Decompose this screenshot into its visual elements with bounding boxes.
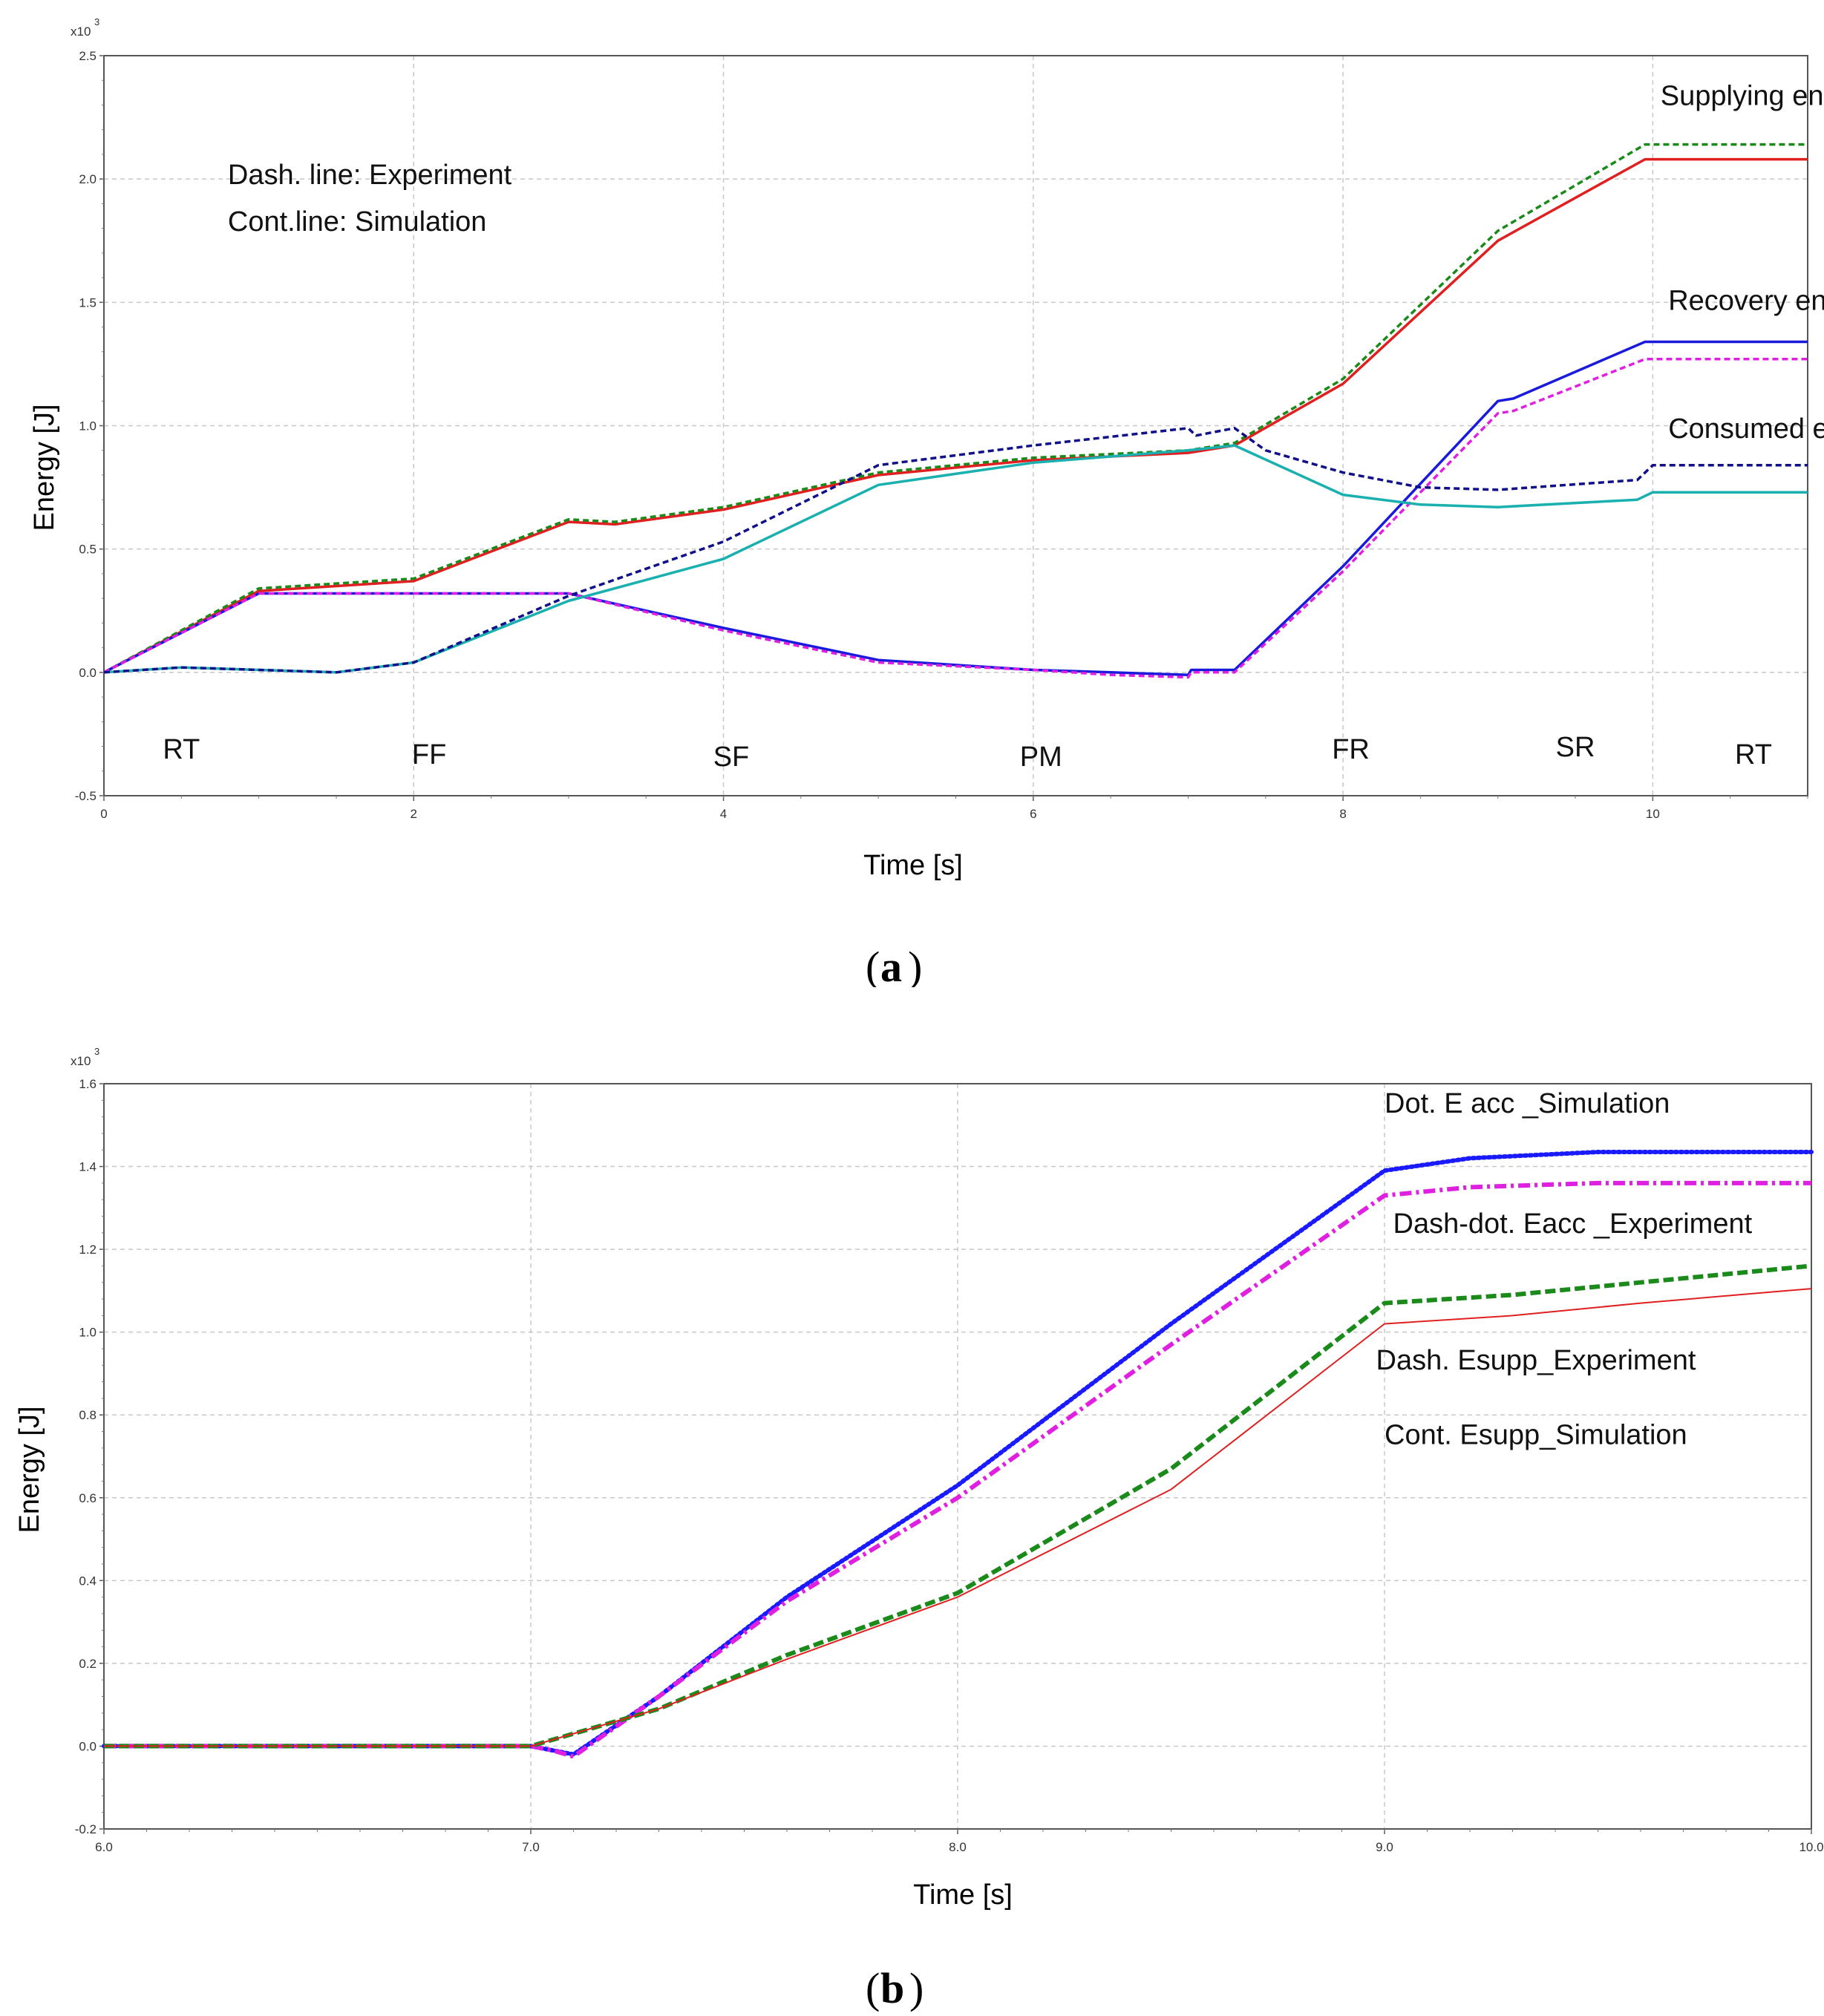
svg-text:(: (: [866, 943, 880, 987]
y-tick-label: 1.5: [79, 295, 97, 310]
y-tick-label: 1.6: [79, 1077, 97, 1091]
svg-text:(: (: [866, 1964, 880, 2012]
y-axis-title-b: Energy [J]: [14, 1406, 45, 1533]
x-axis-title-b: Time [s]: [913, 1879, 1013, 1911]
y-tick-label: 0.6: [79, 1491, 97, 1505]
x-tick-label: 8.0: [949, 1840, 967, 1854]
annotation-a: Cont.line: Simulation: [228, 206, 487, 238]
x-tick-label: 6.0: [95, 1840, 113, 1854]
panel-label-b-letter: b: [880, 1964, 904, 2012]
annotations-b: Dot. E acc _Simulation Dash-dot. Eacc _Ex…: [1376, 1088, 1753, 1450]
series-line-a-2: [103, 340, 1808, 676]
phase-label: PM: [1020, 742, 1062, 773]
y-multiplier-a: x10: [71, 24, 91, 39]
phase-label: RT: [1735, 739, 1772, 770]
x-axis-title-a: Time [s]: [863, 850, 963, 881]
series-line-a-3: [103, 358, 1808, 679]
phase-label: FR: [1332, 734, 1370, 765]
chart-b: -0.2 0.0 0.2 0.4 0.6 0.8 1.0 1.2 1.4 1.6 6.0 7.0 8.0…: [14, 1046, 1824, 2012]
x-tick-label: 2: [411, 807, 417, 821]
panel-label-a: ( a ): [866, 943, 922, 987]
x-tick-label: 6: [1030, 807, 1036, 821]
x-tick-label: 4: [720, 807, 727, 821]
y-tick-label: 0.0: [79, 666, 97, 680]
panel-label-a-letter: a: [880, 943, 902, 987]
series-line-b-3: [104, 1288, 1812, 1747]
y-tick-label: -0.5: [75, 789, 97, 803]
panel-b: -0.2 0.0 0.2 0.4 0.6 0.8 1.0 1.2 1.4 1.6 6.0 7.0 8.0…: [0, 1024, 1824, 2016]
y-multiplier-exp-a: 3: [94, 16, 99, 27]
y-tick-label: -0.2: [75, 1822, 97, 1836]
annotation-a: Recovery energy: [1668, 285, 1824, 316]
x-tick-label: 10.0: [1799, 1840, 1823, 1854]
phase-label: SR: [1556, 732, 1595, 763]
y-tick-label: 2.5: [79, 49, 97, 63]
y-tick-label: 0.4: [79, 1574, 97, 1588]
y-tick-label: 1.0: [79, 419, 97, 433]
series-line-a-0: [103, 157, 1808, 674]
x-tick-label: 9.0: [1376, 1840, 1393, 1854]
y-tick-label: 1.0: [79, 1326, 97, 1340]
phase-label: FF: [412, 739, 446, 770]
y-tick-label: 2.0: [79, 172, 97, 186]
x-tick-label: 10: [1646, 807, 1660, 821]
annotation-a: Supplying energy: [1661, 80, 1824, 111]
annotation-a: Dash. line: Experiment: [228, 160, 512, 191]
series-b: [102, 1150, 1814, 1759]
y-tick-label: 0.8: [79, 1408, 97, 1422]
y-tick-label: 0.5: [79, 543, 97, 557]
annotation-a: Consumed energy: [1668, 413, 1824, 445]
y-tick-label: 1.4: [79, 1160, 97, 1174]
annotations-a: Supplying energy Recovery energy Consumed …: [163, 80, 1824, 773]
y-multiplier-b: x10: [71, 1054, 91, 1068]
annotation-b: Dash-dot. Eacc _Experiment: [1393, 1208, 1753, 1240]
annotation-b: Dash. Esupp_Experiment: [1376, 1345, 1696, 1376]
x-tick-label: 7.0: [522, 1840, 540, 1854]
phase-label: RT: [163, 734, 200, 765]
panel-a: -0.5 0.0 0.5 1.0 1.5 2.0 2.5 0 2 4 6 8 10 Supplying …: [0, 0, 1824, 987]
annotation-b: Cont. Esupp_Simulation: [1385, 1419, 1687, 1450]
ticks-b: -0.2 0.0 0.2 0.4 0.6 0.8 1.0 1.2 1.4 1.6 6.0 7.0 8.0…: [75, 1077, 1824, 1854]
svg-text:): ): [908, 943, 922, 987]
x-tick-label: 8: [1339, 807, 1346, 821]
y-tick-label: 1.2: [79, 1243, 97, 1257]
grid-b: [104, 1084, 1811, 1829]
y-multiplier-exp-b: 3: [94, 1046, 99, 1057]
panel-label-b: ( b ): [866, 1964, 924, 2012]
y-tick-label: 0.0: [79, 1739, 97, 1753]
chart-a: -0.5 0.0 0.5 1.0 1.5 2.0 2.5 0 2 4 6 8 10 Supplying …: [29, 16, 1824, 987]
series-line-b-1: [104, 1180, 1811, 1759]
series-line-a-5: [103, 427, 1808, 674]
series-line-a-1: [103, 143, 1808, 674]
svg-text:): ): [909, 1964, 924, 2012]
series-line-a-4: [103, 444, 1808, 674]
plot-frame-b: [103, 1083, 1812, 1830]
grid-a: [104, 56, 1808, 796]
x-tick-label: 0: [100, 807, 107, 821]
y-tick-label: 0.2: [79, 1657, 97, 1671]
annotation-b: Dot. E acc _Simulation: [1385, 1088, 1670, 1119]
series-a: [103, 143, 1808, 679]
ticks-a: -0.5 0.0 0.5 1.0 1.5 2.0 2.5 0 2 4 6 8 10: [75, 49, 1808, 821]
phase-label: SF: [713, 742, 750, 773]
y-axis-title-a: Energy [J]: [29, 404, 60, 531]
